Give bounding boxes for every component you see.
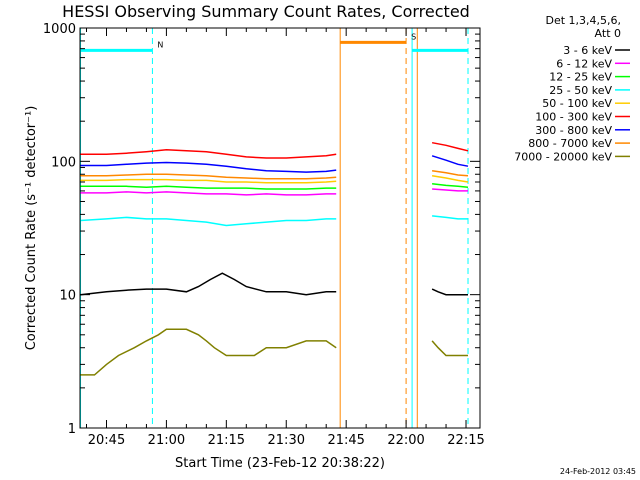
series-line-1-1 (432, 188, 468, 192)
series-line-4-1 (431, 174, 469, 183)
orbit-markers (80, 28, 469, 428)
series-line-5-1 (431, 141, 469, 152)
series-line-8-1 (431, 340, 468, 357)
x-tick-label-0: 20:45 (88, 433, 125, 448)
series-line-8-0 (80, 328, 337, 376)
flag-label-s: S (411, 32, 416, 41)
y-tick-label-0: 1000 (43, 22, 76, 37)
series-line-1-0 (80, 191, 337, 196)
series-line-0-1 (431, 288, 468, 296)
legend-header-1: Att 0 (595, 27, 621, 40)
flag-bars: NS (80, 32, 469, 52)
series-line-6-1 (431, 155, 469, 167)
footer-date: 24-Feb-2012 03:45 (560, 467, 636, 476)
x-tick-label-5: 22:00 (387, 433, 424, 448)
y-axis-label: Corrected Count Rate (s⁻¹ detector⁻¹) (24, 106, 39, 351)
series-lines (80, 141, 469, 376)
series-line-6-0 (80, 161, 337, 173)
y-axis: 1000 100 10 1 (43, 22, 480, 437)
x-tick-label-4: 21:45 (327, 433, 364, 448)
series-line-2-1 (432, 182, 469, 188)
series-line-2-0 (80, 185, 337, 190)
plot-frame (79, 27, 481, 429)
series-line-5-0 (80, 149, 337, 159)
legend-label-5: 100 - 300 keV (535, 111, 612, 124)
x-tick-label-3: 21:30 (268, 433, 305, 448)
series-line-0-0 (80, 272, 337, 296)
series-line-4-0 (80, 178, 337, 184)
x-axis-label: Start Time (23-Feb-12 20:38:22) (175, 456, 385, 471)
legend-label-1: 6 - 12 keV (556, 57, 612, 70)
plot-area: NS (79, 27, 481, 429)
chart-title: HESSI Observing Summary Count Rates, Cor… (62, 2, 470, 21)
series-line-7-0 (80, 173, 337, 180)
y-tick-label-2: 10 (59, 289, 76, 304)
legend-label-3: 25 - 50 keV (549, 84, 612, 97)
series-line-3-1 (432, 215, 468, 220)
legend-label-0: 3 - 6 keV (563, 44, 612, 57)
x-tick-label-1: 21:00 (148, 433, 185, 448)
series-line-7-1 (431, 169, 469, 177)
legend-label-8: 7000 - 20000 keV (514, 150, 612, 163)
flag-label-n: N (157, 40, 163, 49)
series-line-3-0 (80, 216, 337, 227)
legend-label-7: 800 - 7000 keV (528, 137, 612, 150)
x-tick-label-6: 22:15 (447, 433, 484, 448)
legend-label-2: 12 - 25 keV (549, 71, 612, 84)
legend-header-0: Det 1,3,4,5,6, (545, 14, 621, 27)
legend-label-4: 50 - 100 keV (542, 97, 612, 110)
y-tick-label-3: 1 (68, 422, 76, 437)
x-axis: 20:45 21:00 21:15 21:30 21:45 22:00 22:15 (86, 28, 485, 448)
x-tick-label-2: 21:15 (208, 433, 245, 448)
y-tick-label-1: 100 (51, 155, 76, 170)
legend-label-6: 300 - 800 keV (535, 124, 612, 137)
